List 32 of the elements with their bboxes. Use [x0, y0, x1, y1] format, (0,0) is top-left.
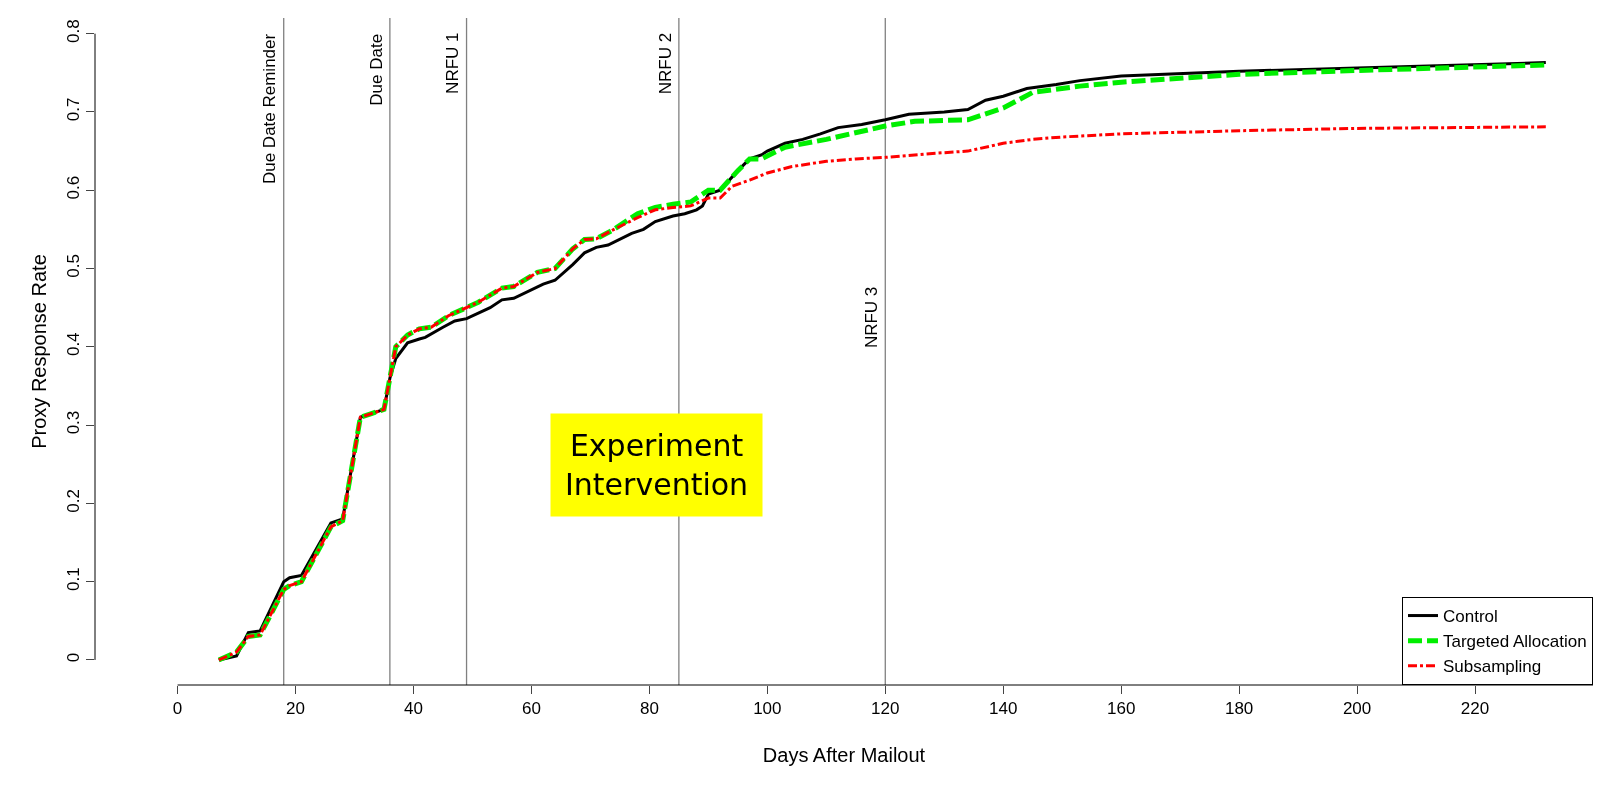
y-axis-title: Proxy Response Rate: [27, 254, 50, 449]
y-tick-label: 0.3: [64, 410, 84, 435]
x-tick-label: 220: [1460, 699, 1490, 719]
x-tick-label: 40: [404, 699, 423, 719]
x-tick-label: 120: [871, 699, 900, 719]
ref-line-label: NRFU 2: [655, 32, 675, 95]
x-tick-label: 160: [1107, 699, 1136, 719]
y-tick-label: 0.5: [64, 254, 84, 278]
y-tick-label: 0.2: [64, 489, 84, 513]
legend-label: Control: [1443, 607, 1498, 627]
ref-line-label: NRFU 3: [862, 286, 882, 349]
y-tick-label: 0.4: [64, 332, 84, 357]
x-tick-label: 100: [753, 699, 782, 719]
y-tick-label: 0: [64, 652, 84, 663]
y-tick-label: 0.1: [64, 567, 84, 591]
y-tick-label: 0.8: [64, 19, 84, 43]
x-tick-label: 140: [989, 699, 1018, 719]
x-tick-label: 20: [286, 699, 305, 719]
y-tick-label: 0.6: [64, 175, 84, 200]
legend-label: Subsampling: [1443, 657, 1542, 677]
ref-line-label: NRFU 1: [443, 32, 463, 94]
ref-line-label: Due Date Reminder: [260, 33, 280, 185]
x-tick-label: 200: [1342, 699, 1372, 719]
annotation: Experiment Intervention: [565, 428, 749, 502]
x-tick-label: 80: [639, 699, 659, 719]
y-tick-label: 0.7: [64, 97, 84, 122]
x-tick-label: 0: [172, 699, 183, 719]
ref-line-label: Due Date: [367, 33, 387, 106]
x-tick-label: 60: [521, 699, 541, 719]
x-axis-title: Days After Mailout: [762, 743, 926, 766]
legend-label: Targeted Allocation: [1443, 632, 1587, 652]
x-tick-label: 180: [1224, 699, 1254, 719]
